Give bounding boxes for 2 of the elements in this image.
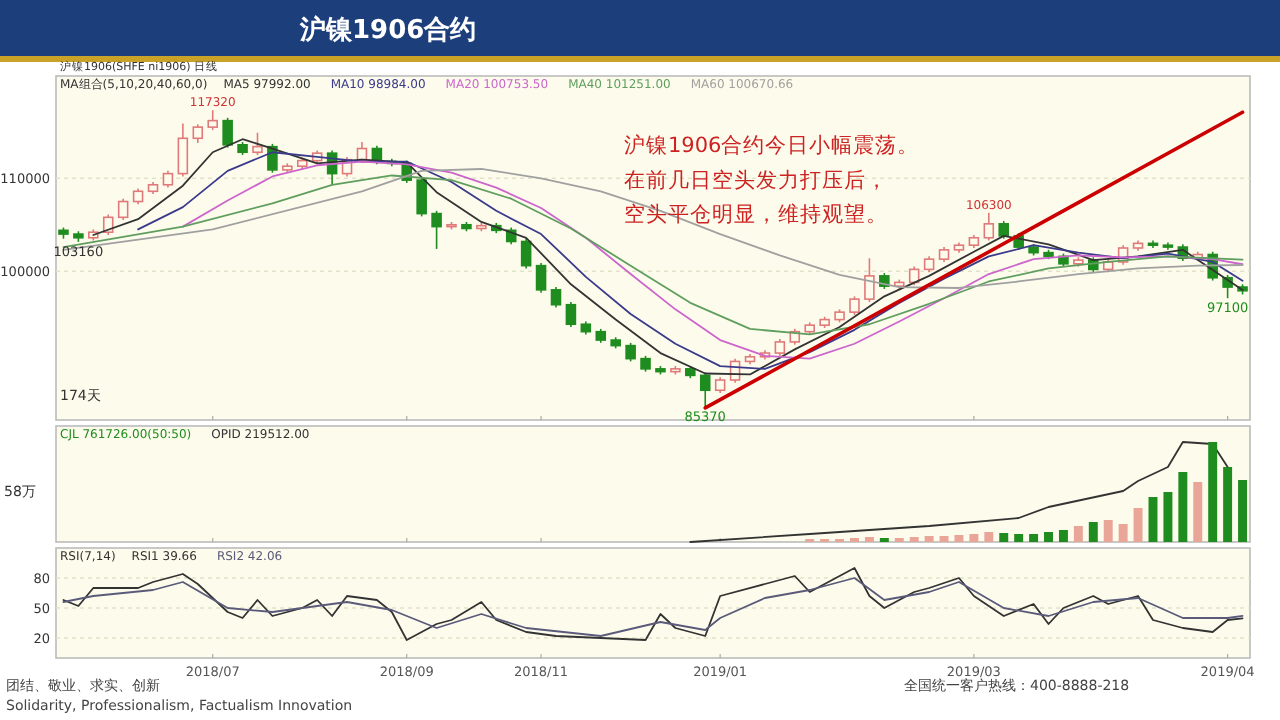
chart-title: 沪镍1906合约 [298, 14, 477, 46]
annotation: 沪镍1906合约今日小幅震荡。在前几日空头发力打压后，空头平仓明显，维持观望。 [624, 132, 920, 228]
